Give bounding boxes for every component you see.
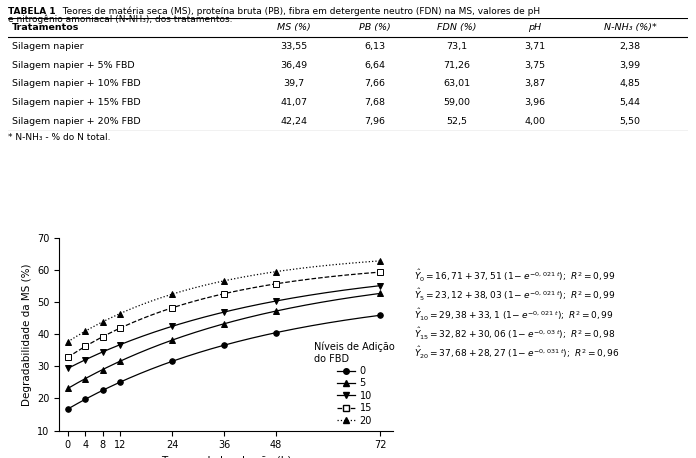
Text: 3,99: 3,99 xyxy=(619,60,640,70)
X-axis label: Tempos de Incubação (h): Tempos de Incubação (h) xyxy=(161,456,292,458)
Text: * N-NH₃ - % do N total.: * N-NH₃ - % do N total. xyxy=(8,133,111,142)
Text: 33,55: 33,55 xyxy=(280,42,307,51)
Text: FDN (%): FDN (%) xyxy=(437,23,477,32)
Text: 6,13: 6,13 xyxy=(365,42,386,51)
Text: 39,7: 39,7 xyxy=(283,79,304,88)
Text: 41,07: 41,07 xyxy=(280,98,307,107)
Text: PB (%): PB (%) xyxy=(359,23,391,32)
Text: 59,00: 59,00 xyxy=(443,98,470,107)
Text: Silagem napier + 15% FBD: Silagem napier + 15% FBD xyxy=(12,98,141,107)
Text: pH: pH xyxy=(528,23,541,32)
Text: TABELA 1: TABELA 1 xyxy=(8,7,56,16)
Text: 7,66: 7,66 xyxy=(365,79,386,88)
Text: $\hat{Y}_{15} = 32,82 + 30,06\ (1\mathrm{-}\ e^{-0,03\ t});\ R^2 = 0,98$: $\hat{Y}_{15} = 32,82 + 30,06\ (1\mathrm… xyxy=(414,326,616,342)
Text: 7,68: 7,68 xyxy=(365,98,386,107)
Text: 6,64: 6,64 xyxy=(365,60,386,70)
Text: $\hat{Y}_{0} = 16,71 + 37,51\ (1\mathrm{-}\ e^{-0,021\ t});\ R^2 = 0,99$: $\hat{Y}_{0} = 16,71 + 37,51\ (1\mathrm{… xyxy=(414,268,616,284)
Text: Silagem napier: Silagem napier xyxy=(12,42,84,51)
Text: MS (%): MS (%) xyxy=(277,23,310,32)
Text: 5,44: 5,44 xyxy=(619,98,640,107)
Text: 2,38: 2,38 xyxy=(619,42,640,51)
Text: 3,71: 3,71 xyxy=(524,42,546,51)
Text: 36,49: 36,49 xyxy=(280,60,307,70)
Text: $\hat{Y}_{5} = 23,12 + 38,03\ (1\mathrm{-}\ e^{-0,021\ t});\ R^2 = 0,99$: $\hat{Y}_{5} = 23,12 + 38,03\ (1\mathrm{… xyxy=(414,287,616,303)
Text: 3,75: 3,75 xyxy=(524,60,546,70)
Text: N-NH₃ (%)*: N-NH₃ (%)* xyxy=(603,23,656,32)
Legend: 0, 5, 10, 15, 20: 0, 5, 10, 15, 20 xyxy=(315,341,395,425)
Text: 42,24: 42,24 xyxy=(280,117,307,125)
Text: 4,85: 4,85 xyxy=(619,79,640,88)
Text: 5,50: 5,50 xyxy=(619,117,640,125)
Text: $\hat{Y}_{20} = 37,68 + 28,27\ (1\mathrm{-}\ e^{-0,031\ t});\ R^2 = 0,96$: $\hat{Y}_{20} = 37,68 + 28,27\ (1\mathrm… xyxy=(414,345,619,361)
Text: Silagem napier + 5% FBD: Silagem napier + 5% FBD xyxy=(12,60,134,70)
Text: $\hat{Y}_{10} = 29,38 + 33,1\ (1\mathrm{-}\ e^{-0,021\ t});\ R^2 = 0,99$: $\hat{Y}_{10} = 29,38 + 33,1\ (1\mathrm{… xyxy=(414,306,614,322)
Text: Teores de matéria seca (MS), proteína bruta (PB), fibra em detergente neutro (FD: Teores de matéria seca (MS), proteína br… xyxy=(57,7,540,16)
Text: Silagem napier + 10% FBD: Silagem napier + 10% FBD xyxy=(12,79,141,88)
Y-axis label: Degradabilidade da MS (%): Degradabilidade da MS (%) xyxy=(22,263,31,406)
Text: 3,96: 3,96 xyxy=(524,98,546,107)
Text: 73,1: 73,1 xyxy=(446,42,467,51)
Text: 4,00: 4,00 xyxy=(524,117,545,125)
Text: 63,01: 63,01 xyxy=(443,79,470,88)
Text: 71,26: 71,26 xyxy=(443,60,470,70)
Text: Silagem napier + 20% FBD: Silagem napier + 20% FBD xyxy=(12,117,141,125)
Text: 3,87: 3,87 xyxy=(524,79,546,88)
Text: 7,96: 7,96 xyxy=(365,117,386,125)
Text: 52,5: 52,5 xyxy=(446,117,467,125)
Text: e nitrogênio amoniacal (N-NH₃), dos tratamentos.: e nitrogênio amoniacal (N-NH₃), dos trat… xyxy=(8,15,233,24)
Text: Tratamentos: Tratamentos xyxy=(12,23,79,32)
